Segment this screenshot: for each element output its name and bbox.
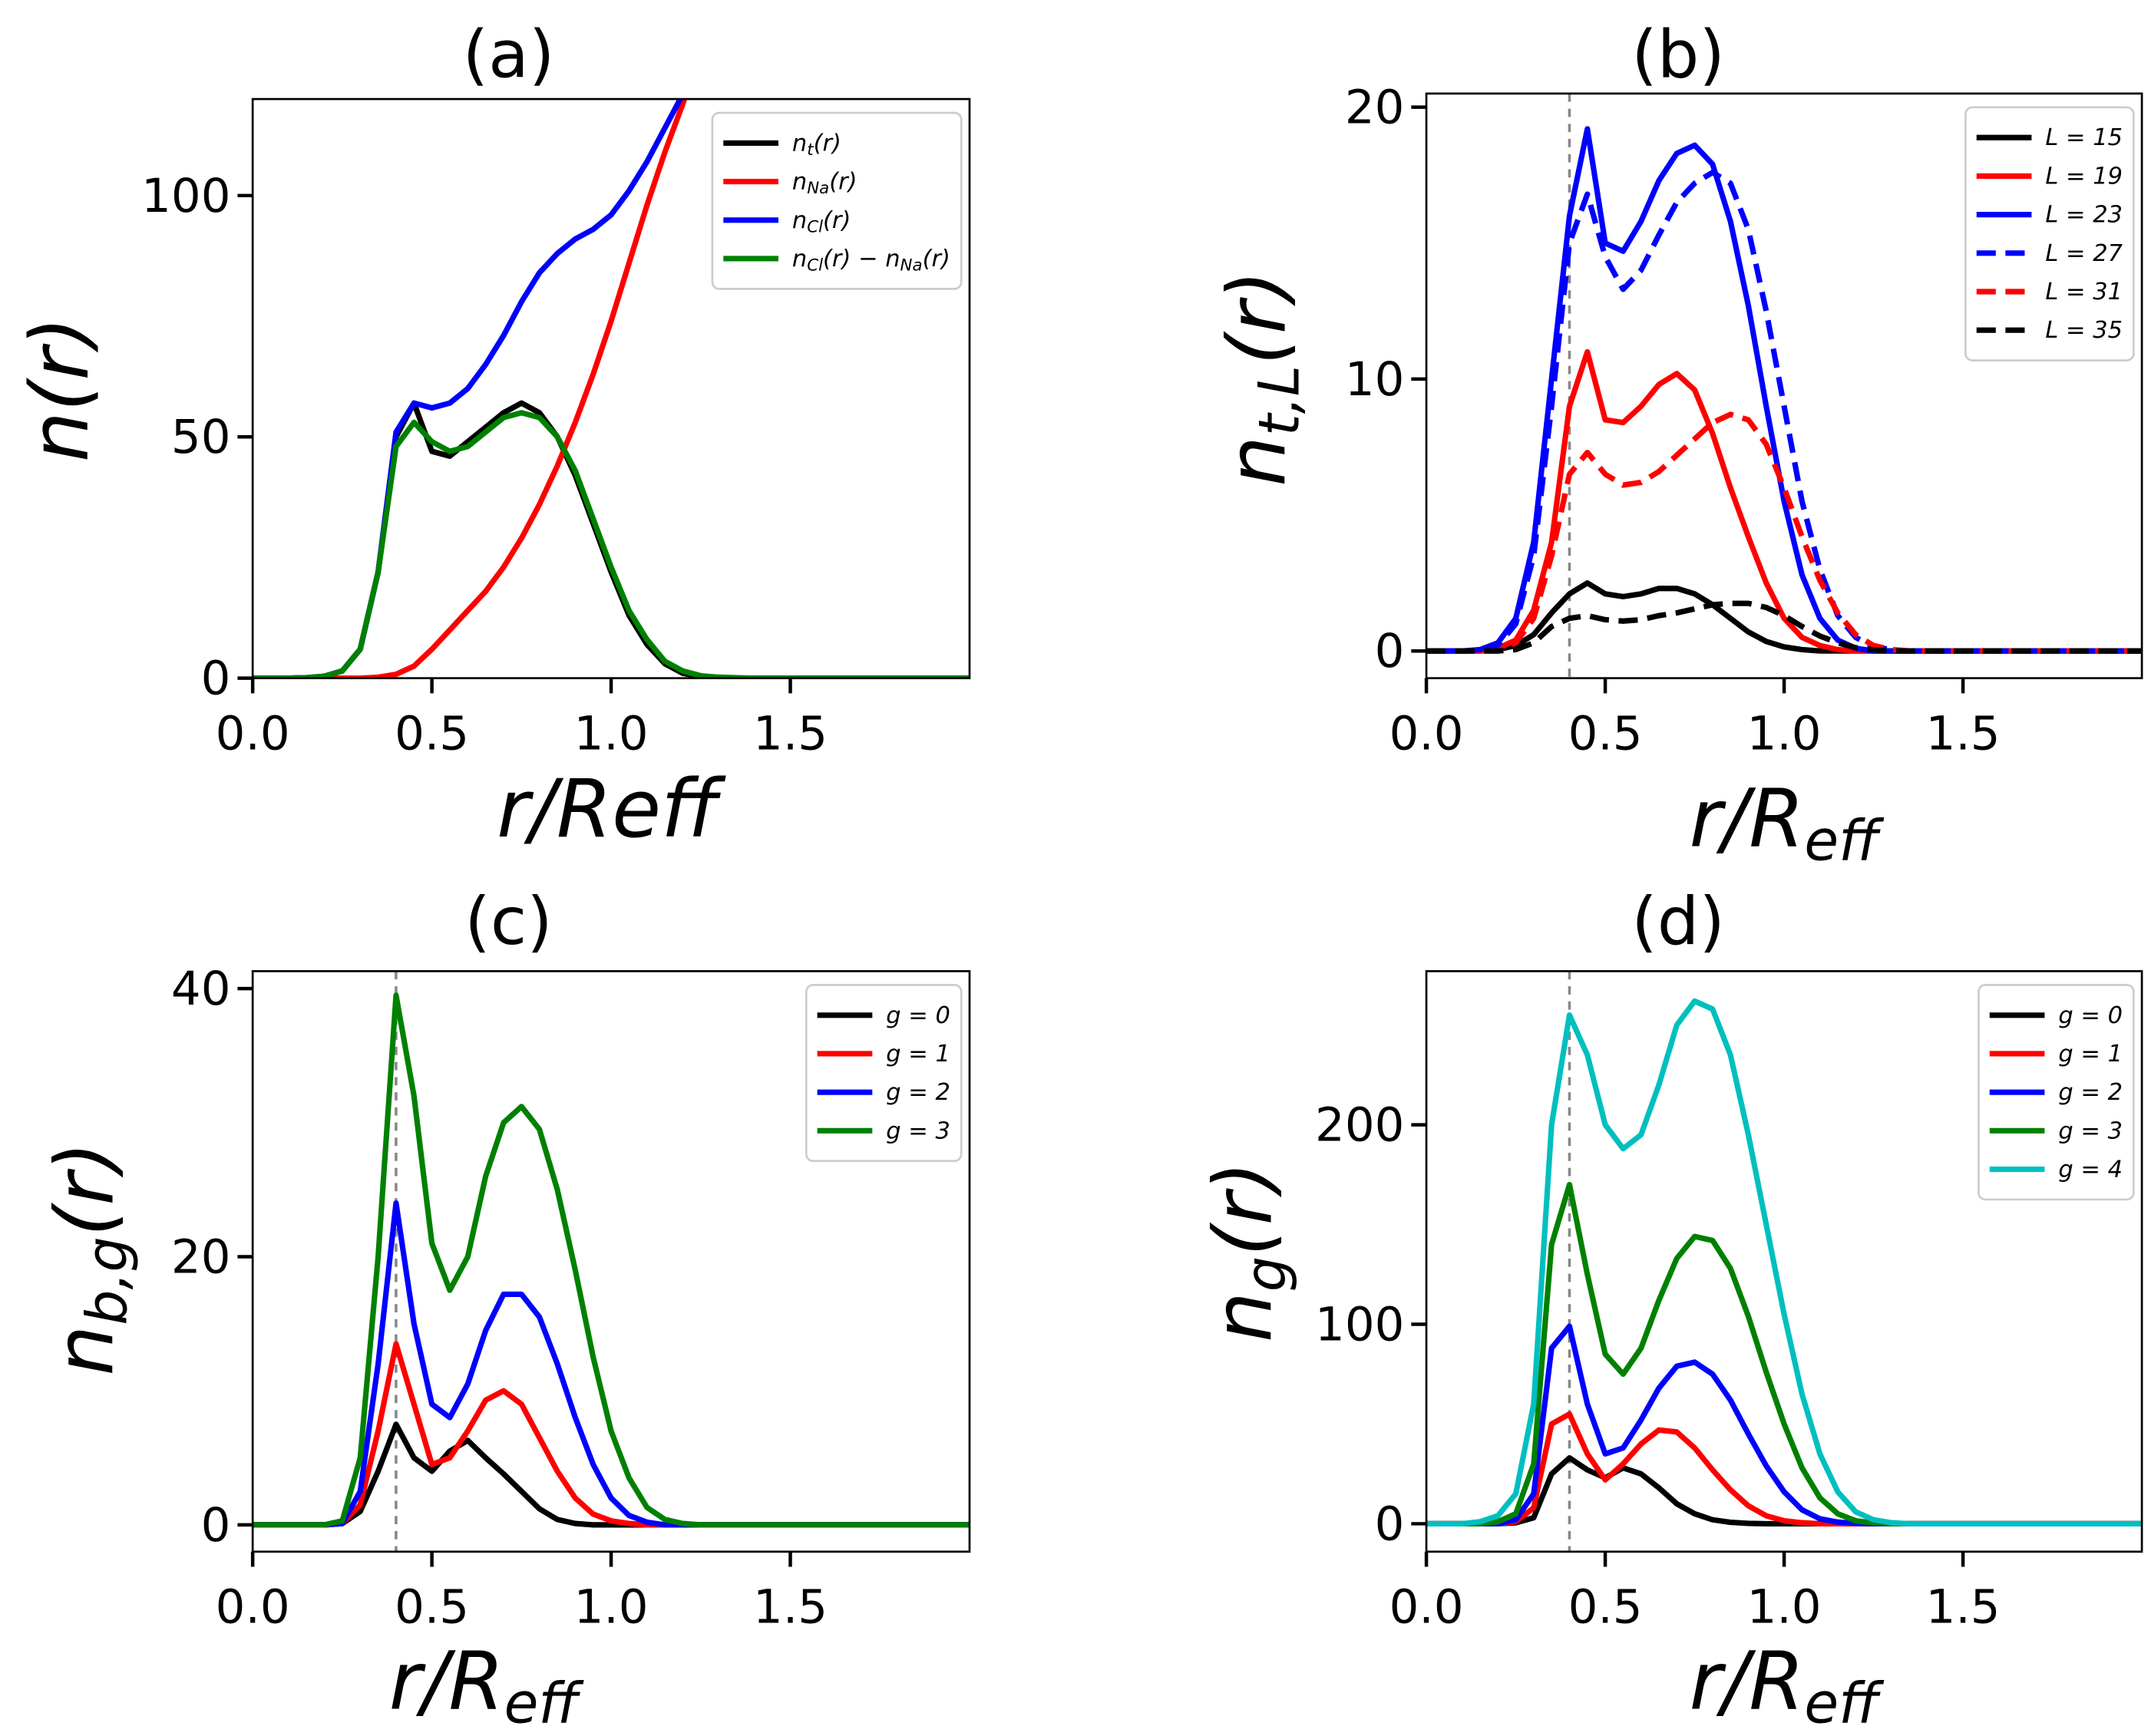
x-tick-label: 0.5 xyxy=(1568,706,1643,761)
x-tick-label: 1.5 xyxy=(753,706,828,761)
series-line xyxy=(253,1200,970,1528)
panel-title: (a) xyxy=(463,17,555,94)
legend: g = 0 g = 1 g = 2 g = 3 g = 4 xyxy=(1978,984,2135,1201)
x-tick-label: 1.0 xyxy=(1747,1579,1822,1634)
x-tick-label: 0.0 xyxy=(1389,706,1464,761)
y-axis-label: ng​(r) xyxy=(1197,1161,1298,1342)
y-tick-label: 200 xyxy=(1315,1097,1404,1152)
legend-box xyxy=(1978,984,2135,1201)
x-tick-label: 1.0 xyxy=(574,706,649,761)
x-tick-label: 1.0 xyxy=(574,1579,649,1634)
y-tick-label: 10 xyxy=(1345,351,1405,406)
legend-label: nCl​(r) − nNa​(r) xyxy=(792,245,950,275)
x-tick-label: 1.5 xyxy=(1926,1579,2001,1634)
y-axis-label: nb,g​(r) xyxy=(38,1141,140,1375)
y-axis-label: n(r) xyxy=(14,316,107,462)
x-axis-label: r/Reff​ xyxy=(1689,772,1885,873)
legend-label: L = 15 xyxy=(2045,124,2123,151)
legend-label: L = 19 xyxy=(2045,163,2123,190)
x-axis-label: r/Reff​ xyxy=(1689,1635,1885,1736)
legend-label: g = 3 xyxy=(886,1117,950,1144)
y-tick-label: 0 xyxy=(201,1497,231,1552)
x-tick-label: 0.0 xyxy=(216,706,290,761)
y-tick-label: 20 xyxy=(171,1229,231,1284)
legend-label: g = 2 xyxy=(2058,1079,2123,1106)
legend-box xyxy=(1964,106,2135,361)
legend-label: L = 31 xyxy=(2045,278,2123,305)
y-tick-label: 20 xyxy=(1345,80,1405,134)
series-line xyxy=(253,992,970,1528)
y-tick-label: 0 xyxy=(201,651,231,705)
x-tick-label: 0.5 xyxy=(1568,1579,1643,1634)
panel: (b) r/Reff​ nt,L​(r) 0.0 0.5 1.0 1.5 0 10 20 L = 1… xyxy=(1211,17,2143,873)
panel-title: (d) xyxy=(1631,883,1725,960)
legend: g = 0 g = 1 g = 2 g = 3 xyxy=(805,984,963,1163)
y-tick-label: 100 xyxy=(141,168,230,223)
axes-frame xyxy=(251,97,971,679)
legend-label: g = 1 xyxy=(2058,1040,2123,1067)
series-line xyxy=(253,99,688,678)
legend-box xyxy=(711,111,963,290)
panel: (d) r/Reff​ ng​(r) 0.0 0.5 1.0 1.5 0 100 200 g = 0… xyxy=(1197,883,2143,1736)
legend-label: nt​(r) xyxy=(792,130,841,160)
series-line xyxy=(253,410,970,678)
legend: nt​(r) nNa​(r) nCl​(r) nCl​(r) − nNa​(r) xyxy=(711,111,963,290)
y-tick-label: 0 xyxy=(1375,624,1405,678)
y-tick-label: 0 xyxy=(1375,1497,1405,1551)
axes-frame xyxy=(1425,92,2143,679)
axes-frame xyxy=(1425,970,2143,1553)
x-tick-label: 1.0 xyxy=(1747,706,1822,761)
legend-label: g = 1 xyxy=(886,1040,950,1067)
panel: (c) r/Reff​ nb,g​(r) 0.0 0.5 1.0 1.5 0 20 40 g = 0… xyxy=(38,883,971,1736)
x-tick-label: 0.5 xyxy=(395,1579,469,1634)
legend-label: L = 27 xyxy=(2045,239,2123,266)
legend: L = 15 L = 19 L = 23 L = 27 L = 31 L = 35 xyxy=(1964,106,2135,361)
panel-title: (c) xyxy=(464,883,552,960)
axes-frame xyxy=(251,970,971,1553)
series-line xyxy=(1426,600,2143,654)
panel: (a) r/Reff n(r) 0.0 0.5 1.0 1.5 0 50 100 nt​(r) nNa… xyxy=(14,17,971,855)
legend-box xyxy=(805,984,963,1163)
legend-label: nNa​(r) xyxy=(792,168,857,198)
legend-label: g = 0 xyxy=(2058,1002,2123,1028)
y-tick-label: 50 xyxy=(171,410,231,464)
legend-label: g = 3 xyxy=(2058,1117,2123,1144)
x-tick-label: 0.0 xyxy=(1389,1579,1464,1634)
legend-label: L = 23 xyxy=(2045,201,2123,228)
legend-label: nCl​(r) xyxy=(792,206,851,236)
legend-label: g = 0 xyxy=(886,1002,950,1028)
y-axis-label: nt,L​(r) xyxy=(1211,270,1312,487)
legend-label: L = 35 xyxy=(2045,317,2123,344)
y-tick-label: 100 xyxy=(1315,1297,1404,1352)
x-tick-label: 1.5 xyxy=(1926,706,2001,761)
panel-title: (b) xyxy=(1631,17,1725,94)
x-tick-label: 0.0 xyxy=(216,1579,290,1634)
x-tick-label: 0.5 xyxy=(395,706,469,761)
y-tick-label: 40 xyxy=(171,962,231,1016)
x-axis-label: r/Reff​ xyxy=(389,1635,585,1736)
x-axis-label: r/Reff xyxy=(497,762,726,855)
series-line xyxy=(253,400,970,678)
series-line xyxy=(1426,998,2143,1527)
legend-label: g = 4 xyxy=(2058,1156,2123,1183)
x-tick-label: 1.5 xyxy=(753,1579,828,1634)
legend-label: g = 2 xyxy=(886,1079,950,1106)
